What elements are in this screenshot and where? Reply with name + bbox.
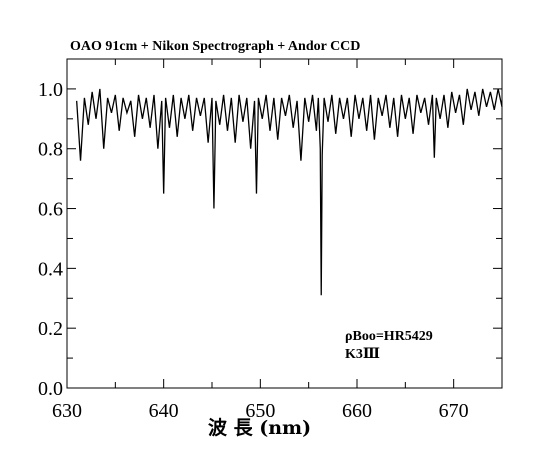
x-axis-label: 波 長 (nm) [208, 416, 311, 439]
y-tick-label: 0.6 [38, 199, 63, 221]
x-tick-label: 670 [439, 400, 469, 422]
x-tick-label: 640 [149, 400, 179, 422]
y-tick-label: 0.4 [38, 258, 63, 280]
x-tick-label: 630 [52, 400, 82, 422]
y-tick-label: 0.8 [38, 139, 63, 161]
x-tick-label: 660 [342, 400, 372, 422]
x-tick-label: 650 [245, 400, 275, 422]
spectrum-line [76, 88, 503, 296]
y-tick-label: 0.2 [38, 318, 63, 340]
axis-tick-labels: 630 640 650 660 670 0.0 0.2 0.4 0.6 0.8 1.0 [38, 79, 469, 422]
star-name-annotation: ρBoo=HR5429 [345, 329, 433, 344]
y-tick-label: 1.0 [38, 79, 63, 101]
chart-title: OAO 91cm + Nikon Spectrograph + Andor CC… [70, 39, 360, 54]
spectral-type-annotation: K3Ⅲ [345, 347, 380, 362]
axis-ticks [66, 58, 503, 389]
y-tick-label: 0.0 [38, 378, 63, 400]
plot-area-frame [66, 58, 503, 389]
